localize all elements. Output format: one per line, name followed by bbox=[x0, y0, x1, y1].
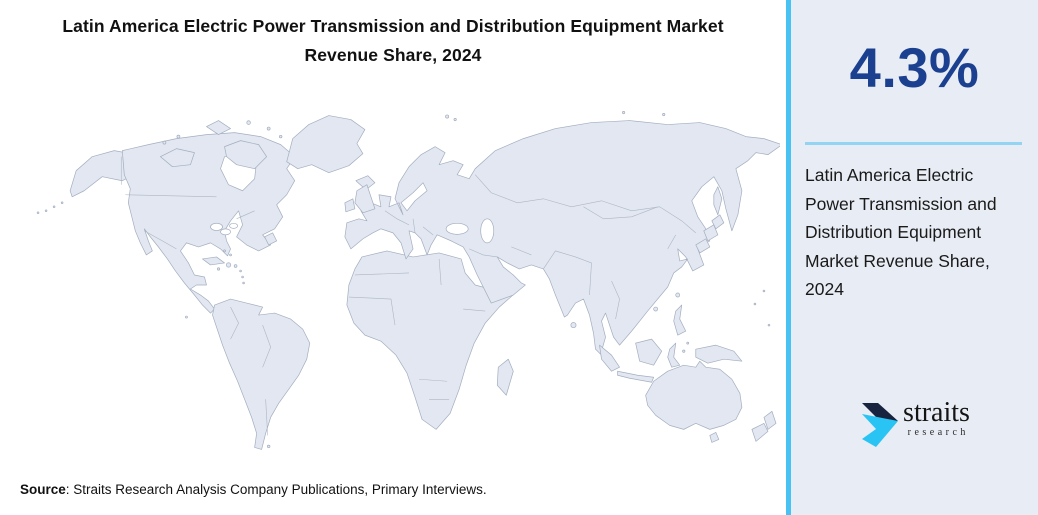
vertical-divider bbox=[786, 0, 791, 515]
source-note: Source: Straits Research Analysis Compan… bbox=[20, 482, 487, 497]
world-map-icon bbox=[36, 110, 780, 450]
map-section: Latin America Electric Power Transmissio… bbox=[20, 16, 780, 497]
stat-panel: 4.3% Latin America Electric Power Transm… bbox=[791, 0, 1038, 515]
logo-tagline: research bbox=[907, 427, 969, 438]
stat-value: 4.3% bbox=[849, 36, 980, 99]
stat-description: Latin America Electric Power Transmissio… bbox=[805, 165, 997, 299]
stat-divider-line bbox=[805, 142, 1022, 145]
logo-chevrons-icon bbox=[862, 403, 899, 447]
source-text: : Straits Research Analysis Company Publ… bbox=[65, 482, 487, 497]
logo-wordmark: straits bbox=[903, 397, 970, 428]
logo-text: straits research bbox=[903, 397, 970, 439]
source-label: Source bbox=[20, 482, 66, 497]
straits-research-logo: straits research bbox=[791, 398, 1038, 449]
chart-title: Latin America Electric Power Transmissio… bbox=[62, 16, 724, 65]
